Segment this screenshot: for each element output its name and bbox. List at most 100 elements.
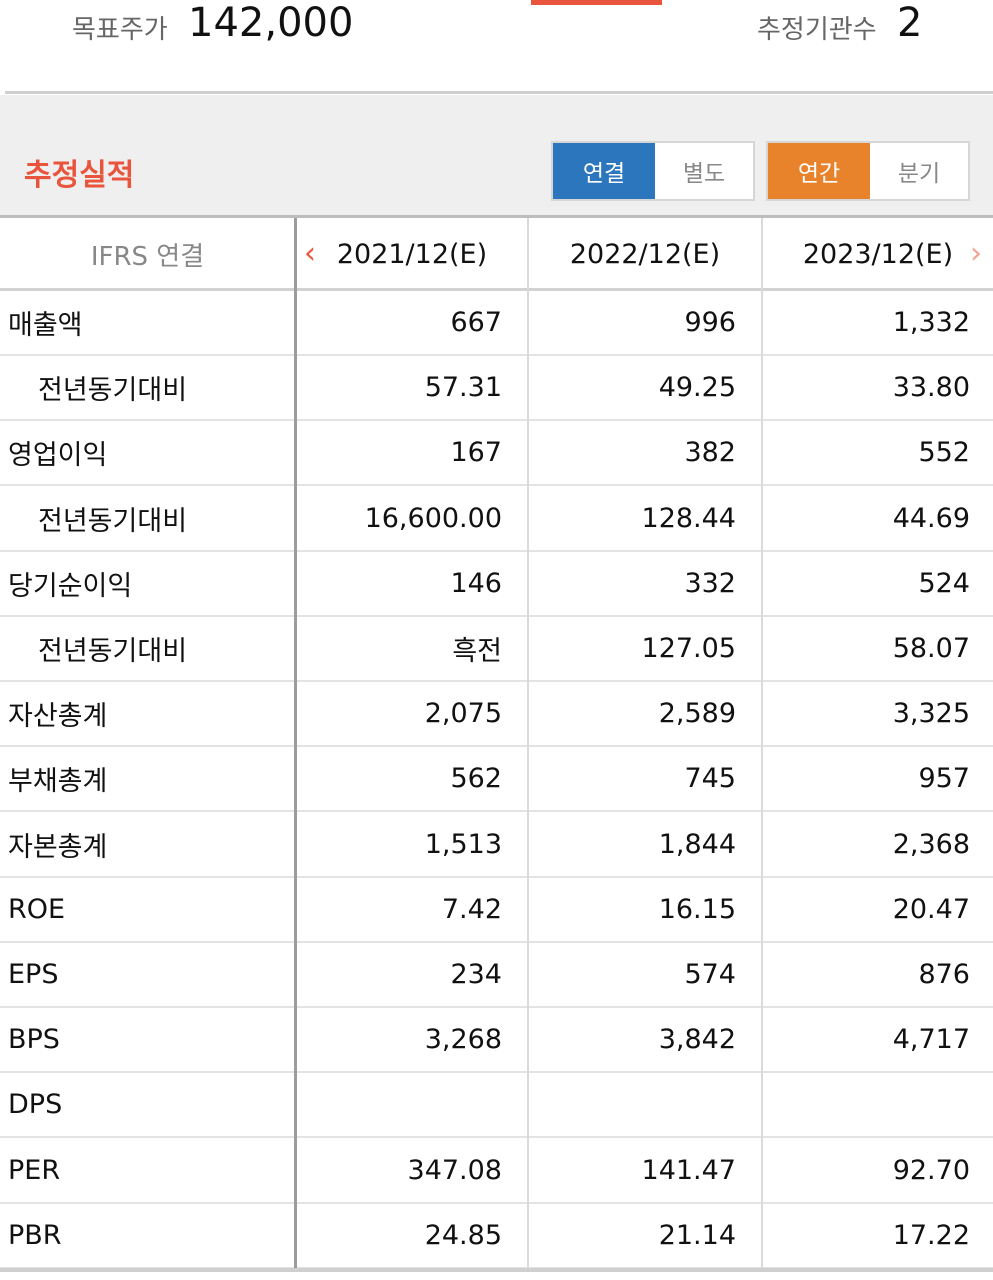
column-header: 2023/12(E) (802, 238, 954, 270)
analyst-count-label: 추정기관수 (757, 15, 877, 45)
row-value: 146 (450, 567, 502, 599)
row-label: PBR (8, 1219, 62, 1251)
row-value: 332 (684, 567, 736, 599)
row-label: ROE (8, 893, 66, 925)
row-label: DPS (8, 1089, 63, 1121)
row-label: 매출액 (8, 310, 83, 341)
row-value: 92.70 (892, 1154, 970, 1186)
column-header: 2021/12(E) (336, 238, 488, 270)
row-value: 16,600.00 (364, 502, 502, 534)
divider (5, 91, 993, 94)
table-header: IFRS 연결 2021/12(E) 2022/12(E) 2023/12(E) (0, 218, 993, 290)
row-value (270, 1073, 502, 1136)
row-value: 3,268 (424, 1024, 502, 1056)
row-value: 667 (450, 307, 502, 338)
row-value: 996 (684, 307, 736, 338)
row-value: 957 (918, 763, 970, 795)
target-price-value: 142,000 (188, 0, 354, 46)
row-value: 58.07 (892, 633, 970, 664)
table-row: PBR 24.85 21.14 17.22 (0, 1204, 993, 1269)
table-top-border (0, 215, 993, 218)
row-label: BPS (8, 1024, 60, 1056)
period-toggle: 연간 분기 (766, 141, 970, 201)
table-row: 부채총계 562 745 957 (0, 747, 993, 813)
row-label: 부채총계 (8, 766, 108, 798)
chevron-left-icon[interactable]: ‹ (304, 236, 316, 271)
row-label: 당기순이익 (8, 570, 133, 602)
row-label: 영업이익 (8, 440, 108, 472)
row-value: 2,075 (424, 698, 502, 730)
row-value: 347.08 (407, 1154, 502, 1186)
row-value (504, 1073, 736, 1136)
column-divider (294, 218, 297, 1268)
consolidated-button[interactable]: 연결 (553, 143, 655, 199)
row-value: 4,717 (892, 1024, 970, 1056)
row-value: 234 (450, 959, 502, 990)
table-row: PER 347.08 141.47 92.70 (0, 1139, 993, 1204)
table-row: 당기순이익 146 332 524 (0, 552, 993, 617)
row-value: 876 (918, 959, 970, 990)
quarterly-button[interactable]: 분기 (870, 143, 968, 199)
row-value: 574 (684, 959, 736, 990)
table-row: 영업이익 167 382 552 (0, 421, 993, 487)
row-label: 자본총계 (8, 831, 108, 863)
row-label: 전년동기대비 (38, 505, 188, 537)
annual-button[interactable]: 연간 (768, 143, 870, 199)
row-value: 3,842 (658, 1024, 736, 1056)
row-value: 1,844 (658, 828, 736, 860)
table-row: 전년동기대비 57.31 49.25 33.80 (0, 356, 993, 422)
row-label: 전년동기대비 (38, 636, 188, 667)
row-value: 552 (918, 437, 970, 469)
column-divider (761, 218, 763, 1268)
row-value: 2,589 (658, 698, 736, 730)
basis-toggle: 연결 별도 (551, 141, 755, 201)
table-row: ROE 7.42 16.15 20.47 (0, 878, 993, 943)
row-value: 2,368 (892, 828, 970, 860)
table-row: 매출액 667 996 1,332 (0, 291, 993, 356)
row-value: 524 (918, 567, 970, 599)
section-title: 추정실적 (24, 158, 135, 193)
row-value: 3,325 (892, 698, 970, 730)
row-value: 7.42 (441, 893, 502, 925)
row-value: 128.44 (641, 502, 736, 534)
target-price-label: 목표주가 (72, 15, 168, 45)
row-label: 자산총계 (8, 701, 108, 733)
table-row: 자본총계 1,513 1,844 2,368 (0, 813, 993, 878)
row-value: 745 (684, 763, 736, 795)
header-divider (0, 288, 993, 291)
column-header: 2022/12(E) (569, 238, 721, 270)
row-value: 17.22 (892, 1219, 970, 1251)
row-label: EPS (8, 959, 59, 990)
row-value: 44.69 (892, 502, 970, 534)
table-row: EPS 234 574 876 (0, 943, 993, 1008)
table-row: DPS (0, 1073, 993, 1139)
row-value: 흑전 (452, 636, 502, 667)
row-value: 57.31 (424, 372, 502, 404)
row-value: 382 (684, 437, 736, 469)
row-label: PER (8, 1154, 61, 1186)
row-value: 562 (450, 763, 502, 795)
row-value: 20.47 (892, 893, 970, 925)
table-row: BPS 3,268 3,842 4,717 (0, 1008, 993, 1074)
row-value: 167 (450, 437, 502, 469)
table-row: 전년동기대비 흑전 127.05 58.07 (0, 617, 993, 682)
separate-button[interactable]: 별도 (655, 143, 753, 199)
row-value: 49.25 (658, 372, 736, 404)
row-value: 16.15 (658, 893, 736, 925)
summary-bar: 목표주가 142,000 추정기관수 2 (0, 0, 993, 95)
chevron-right-icon[interactable]: › (970, 236, 982, 271)
row-value: 141.47 (641, 1154, 736, 1186)
column-divider (527, 218, 529, 1268)
analyst-count-value: 2 (897, 0, 923, 46)
row-value: 24.85 (424, 1219, 502, 1251)
row-label: 전년동기대비 (38, 375, 188, 407)
row-value: 1,513 (424, 828, 502, 860)
table-row: 전년동기대비 16,600.00 128.44 44.69 (0, 487, 993, 552)
row-value: 33.80 (892, 372, 970, 404)
row-value (738, 1073, 970, 1136)
header-label: IFRS 연결 (90, 241, 205, 272)
table-bottom-border (0, 1268, 993, 1272)
table-row: 자산총계 2,075 2,589 3,325 (0, 682, 993, 748)
active-tab-indicator (531, 0, 662, 5)
row-value: 1,332 (892, 307, 970, 338)
